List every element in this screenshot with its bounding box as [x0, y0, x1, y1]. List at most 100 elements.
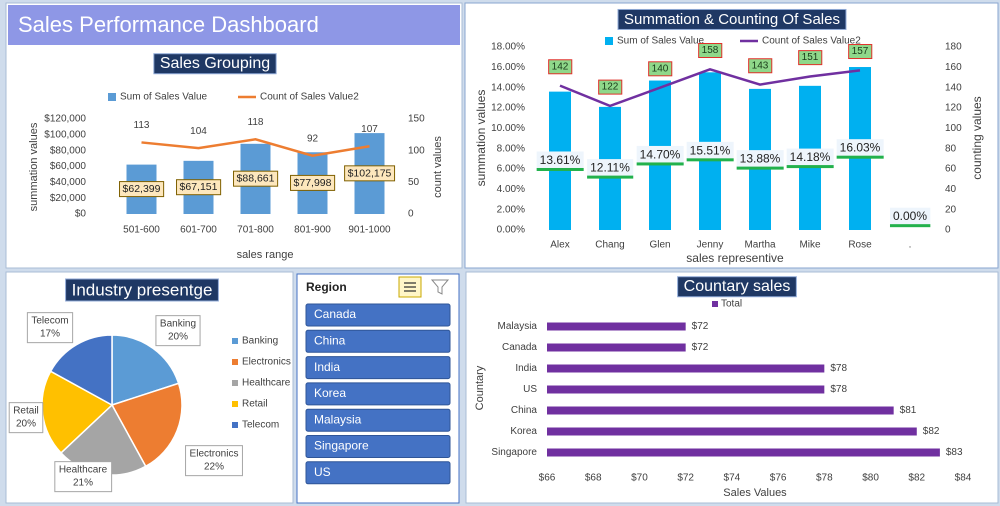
- y-tick-label: 18.00%: [491, 42, 525, 53]
- bar-value-label-box: [587, 159, 634, 177]
- bar-value-label: $102,175: [348, 167, 392, 179]
- filter-icon[interactable]: [430, 279, 450, 295]
- y2-tick-label: 60: [945, 164, 957, 175]
- y-tick-label: 12.00%: [491, 103, 525, 114]
- bar-value-label: $72: [692, 342, 709, 353]
- bar-value-label: $78: [830, 363, 847, 374]
- bar-value-label-box: [233, 170, 279, 187]
- slicer-item[interactable]: [305, 303, 451, 327]
- data-label-box: [26, 312, 74, 344]
- slicer-item-label[interactable]: Singapore: [314, 439, 369, 453]
- legend-label: Sum of Sales Value: [120, 92, 208, 103]
- slicer-item-label[interactable]: Canada: [314, 307, 356, 321]
- bar-value-label: 16.03%: [840, 141, 881, 155]
- bar-value-label: $67,151: [180, 181, 218, 193]
- bar-value-label: 14.18%: [790, 150, 831, 164]
- bar-value-label-box: [836, 139, 884, 157]
- panel: [5, 2, 463, 269]
- slicer-item-label[interactable]: India: [314, 360, 340, 374]
- line-value-label: 118: [248, 117, 264, 128]
- line-value-label-box: [698, 43, 723, 59]
- x-tick-label: 601-700: [180, 225, 217, 236]
- bar-value-label-box: [119, 181, 165, 198]
- x-tick-label: Mike: [799, 240, 821, 251]
- pie-slice: [49, 334, 113, 407]
- slicer-title: Region: [306, 280, 347, 294]
- bar: [547, 427, 917, 436]
- bar: [547, 448, 940, 457]
- legend-label: Banking: [242, 336, 278, 347]
- legend-swatch: [108, 93, 116, 101]
- slicer-item-label[interactable]: Korea: [314, 386, 346, 400]
- bar-value-label-box: [176, 179, 222, 196]
- data-label-name: Healthcare: [59, 465, 108, 476]
- line: [559, 68, 861, 108]
- line-value-label: 113: [134, 120, 150, 131]
- y2-tick-label: 40: [945, 184, 957, 195]
- bar-value-label: 15.51%: [690, 143, 731, 157]
- bar-value-label-underline: [889, 224, 931, 228]
- x-tick-label: $70: [631, 473, 648, 484]
- legend-swatch: [232, 422, 238, 428]
- line-value-label: 151: [802, 52, 819, 63]
- bar-value-label-underline: [686, 158, 734, 162]
- y2-tick-label: 100: [945, 123, 962, 134]
- bar-value-label-underline: [786, 165, 834, 169]
- legend-label: Retail: [242, 399, 268, 410]
- bar-value-label: $83: [946, 447, 963, 458]
- x-axis-label: sales range: [237, 249, 294, 261]
- x-axis-label: sales representive: [686, 251, 784, 265]
- y-tick-label: 4.00%: [497, 184, 525, 195]
- x-tick-label: $66: [539, 473, 556, 484]
- slicer-item[interactable]: [305, 356, 451, 380]
- bar-value-label: 13.61%: [540, 153, 581, 167]
- slicer-item-label[interactable]: Malaysia: [314, 412, 362, 426]
- x-tick-label: Glen: [649, 240, 670, 251]
- slicer-item-label[interactable]: US: [314, 465, 331, 479]
- y-tick-label: Korea: [510, 426, 537, 437]
- y-tick-label: Malaysia: [498, 321, 538, 332]
- legend-label: Telecom: [242, 420, 279, 431]
- x-tick-label: 901-1000: [348, 225, 391, 236]
- bar-value-label: 13.88%: [740, 152, 781, 166]
- line-value-label-box: [848, 44, 873, 60]
- x-tick-label: $82: [908, 473, 925, 484]
- slicer-item-label[interactable]: China: [314, 333, 346, 347]
- slicer-item[interactable]: [305, 461, 451, 485]
- line-value-label: 158: [702, 45, 719, 56]
- multiselect-icon[interactable]: [398, 276, 422, 298]
- data-label-name: Retail: [13, 406, 39, 417]
- icon-lines[interactable]: [404, 282, 416, 292]
- legend-label: Count of Sales Value2: [762, 36, 861, 47]
- y-axis-label: Countary: [474, 365, 486, 410]
- slicer-item[interactable]: [305, 435, 451, 458]
- y-tick-label: 10.00%: [491, 123, 525, 134]
- slicer-item[interactable]: [305, 382, 451, 406]
- y-tick-label: $20,000: [50, 193, 87, 204]
- y2-tick-label: 50: [408, 177, 420, 188]
- x-tick-label: .: [909, 240, 912, 251]
- x-tick-label: $84: [955, 473, 972, 484]
- chart-title: Industry presentge: [72, 280, 213, 299]
- y2-tick-label: 120: [945, 103, 962, 114]
- data-label-value: 17%: [40, 329, 60, 340]
- slicer-item[interactable]: [305, 408, 451, 432]
- bar-value-label: $78: [830, 384, 847, 395]
- line-value-label-box: [598, 79, 623, 95]
- y2-axis-label: count values: [432, 136, 444, 198]
- y-tick-label: $60,000: [50, 161, 87, 172]
- x-tick-label: 501-600: [123, 225, 160, 236]
- slicer-item[interactable]: [305, 329, 451, 353]
- dashboard-title: Sales Performance Dashboard: [18, 12, 319, 37]
- line-value-label: 104: [190, 126, 207, 137]
- legend-label: Electronics: [242, 357, 291, 368]
- bar: [547, 406, 894, 415]
- chart-title: Sales Grouping: [160, 55, 270, 72]
- bar-value-label-underline: [736, 166, 784, 170]
- bar-value-label: $62,399: [123, 183, 161, 195]
- x-tick-label: $76: [770, 473, 787, 484]
- panel: [464, 2, 999, 269]
- title-bar: [8, 5, 460, 45]
- y-tick-label: India: [515, 363, 537, 374]
- bar-value-label-underline: [636, 162, 684, 166]
